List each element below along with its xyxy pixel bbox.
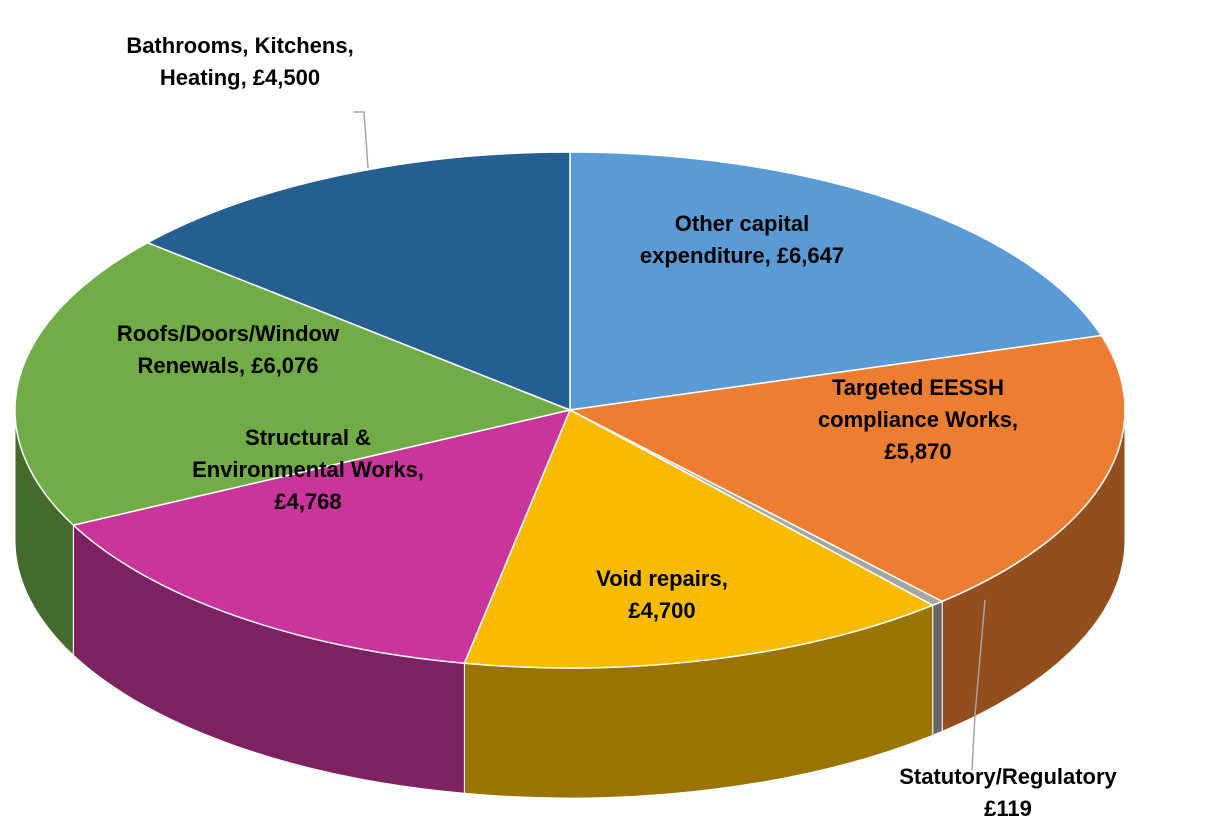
data-label-text: Targeted EESSH compliance Works, £5,870	[798, 372, 1038, 468]
data-label-box: Targeted EESSH compliance Works, £5,870	[798, 355, 1038, 485]
data-label: Structural & Environmental Works, £4,768	[188, 405, 428, 535]
data-label-box: Void repairs, £4,700	[562, 530, 762, 660]
data-label-text: Roofs/Doors/Window Renewals, £6,076	[68, 318, 388, 382]
pie-side	[932, 600, 943, 737]
category-label: Roofs/Doors/Window Renewals,	[116, 321, 340, 378]
leader-line	[971, 599, 986, 771]
data-label: Void repairs, £4,700	[562, 530, 762, 660]
data-label-box: Structural & Environmental Works, £4,768	[188, 405, 428, 535]
category-label: Bathrooms, Kitchens, Heating,	[126, 33, 354, 90]
category-label: Structural & Environmental Works,	[192, 425, 424, 483]
category-label: Statutory/Regulatory	[899, 764, 1117, 790]
data-label-text: Structural & Environmental Works, £4,768	[188, 422, 428, 518]
data-label: Roofs/Doors/Window Renewals, £6,076	[68, 285, 388, 415]
pie-slice	[14, 241, 573, 526]
data-label: Statutory/Regulatory £119	[878, 728, 1138, 820]
value-label: £4,700	[628, 598, 696, 623]
data-label-text: Other capital expenditure, £6,647	[627, 208, 857, 272]
data-label-box: Statutory/Regulatory £119	[878, 728, 1138, 820]
value-label: £4,768	[274, 488, 342, 514]
data-label-box: Bathrooms, Kitchens, Heating, £4,500	[120, 0, 360, 127]
category-label: Other capital expenditure,	[639, 211, 810, 268]
data-label-text: Bathrooms, Kitchens, Heating, £4,500	[120, 30, 360, 94]
value-label: £6,076	[251, 353, 319, 378]
labels: Other capital expenditure, £6,647 Targete…	[68, 0, 1138, 820]
pie-slice	[71, 408, 572, 665]
value-label: £6,647	[776, 243, 845, 268]
data-label-box: Roofs/Doors/Window Renewals, £6,076	[68, 285, 388, 415]
leader-line	[354, 111, 369, 169]
data-label: Other capital expenditure, £6,647	[627, 175, 857, 305]
pie-slice	[463, 408, 935, 669]
value-label: £4,500	[252, 65, 321, 90]
pie-tops	[14, 151, 1126, 669]
category-label: Targeted EESSH compliance Works,	[817, 375, 1019, 433]
pie-slice	[145, 151, 571, 412]
data-label-box: Other capital expenditure, £6,647	[627, 175, 857, 305]
pie-sides	[14, 409, 1126, 799]
pie-slice	[569, 151, 1103, 411]
value-label: £119	[984, 796, 1032, 820]
value-label: £5,870	[884, 438, 952, 464]
data-label-text: Void repairs, £4,700	[562, 563, 762, 627]
data-label: Targeted EESSH compliance Works, £5,870	[798, 355, 1038, 485]
data-label: Bathrooms, Kitchens, Heating, £4,500	[120, 0, 360, 127]
category-label: Void repairs,	[596, 566, 728, 592]
data-label-text: Statutory/Regulatory £119	[878, 761, 1138, 820]
pie-slice	[567, 334, 1126, 603]
